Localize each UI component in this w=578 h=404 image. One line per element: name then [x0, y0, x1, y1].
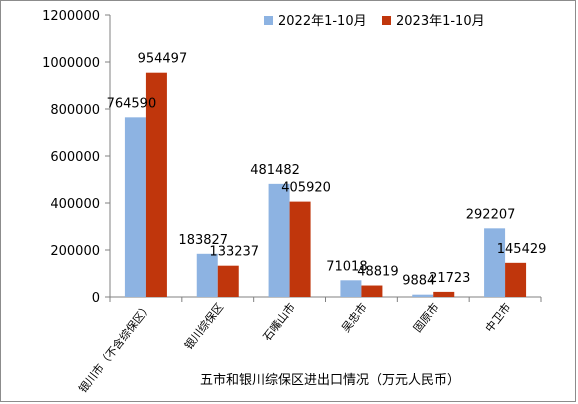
- bars: [124, 72, 527, 297]
- bar-2-6: [505, 262, 527, 297]
- y-tick-label: 1000000: [42, 56, 100, 71]
- data-label: 405920: [281, 181, 331, 196]
- legend-swatch: [264, 16, 273, 25]
- bar-2-2: [217, 265, 239, 297]
- bar-2-4: [361, 285, 383, 297]
- category-label: 石嘴山市: [260, 300, 298, 343]
- bar-1-2: [196, 253, 218, 297]
- category-label: 固原市: [410, 300, 441, 335]
- y-tick-label: 200000: [50, 244, 100, 259]
- bar-2-1: [145, 72, 167, 297]
- bar-1-4: [340, 280, 362, 297]
- data-label: 145429: [497, 242, 547, 257]
- bar-1-6: [484, 228, 506, 297]
- data-label: 21723: [429, 271, 470, 286]
- y-tick-label: 400000: [50, 197, 100, 212]
- y-axis-ticks: 0 200000 400000 600000 800000 1000000 1200000: [42, 9, 110, 306]
- data-label: 133237: [209, 245, 259, 260]
- category-label: 吴忠市: [338, 300, 369, 335]
- legend-label: 2022年1-10月: [278, 14, 367, 29]
- legend-swatch: [382, 16, 391, 25]
- x-axis-title: 五市和银川综保区进出口情况（万元人民币）: [200, 372, 460, 388]
- y-tick-label: 0: [92, 291, 100, 306]
- data-label: 48819: [357, 265, 398, 280]
- bar-2-5: [433, 291, 455, 297]
- data-label: 9884: [402, 274, 435, 289]
- data-label: 292207: [466, 207, 516, 222]
- category-label: 中卫市: [482, 300, 513, 335]
- y-tick-label: 600000: [50, 150, 100, 165]
- bar-1-5: [412, 294, 434, 297]
- data-label: 183827: [178, 233, 228, 248]
- category-label: 银川综保区: [181, 300, 226, 352]
- category-label: 银川市（不含综保区）: [76, 300, 155, 395]
- legend-label: 2023年1-10月: [396, 14, 485, 29]
- data-label: 71018: [326, 259, 367, 274]
- bar-2-3: [289, 201, 311, 297]
- y-tick-label: 800000: [50, 103, 100, 118]
- data-label: 764590: [107, 96, 157, 111]
- data-label: 481482: [250, 163, 300, 178]
- bar-1-1: [124, 117, 146, 297]
- bar-1-3: [268, 183, 290, 297]
- legend: 2022年1-10月 2023年1-10月: [264, 14, 485, 29]
- data-label: 954497: [138, 52, 188, 67]
- y-tick-label: 1200000: [42, 9, 100, 24]
